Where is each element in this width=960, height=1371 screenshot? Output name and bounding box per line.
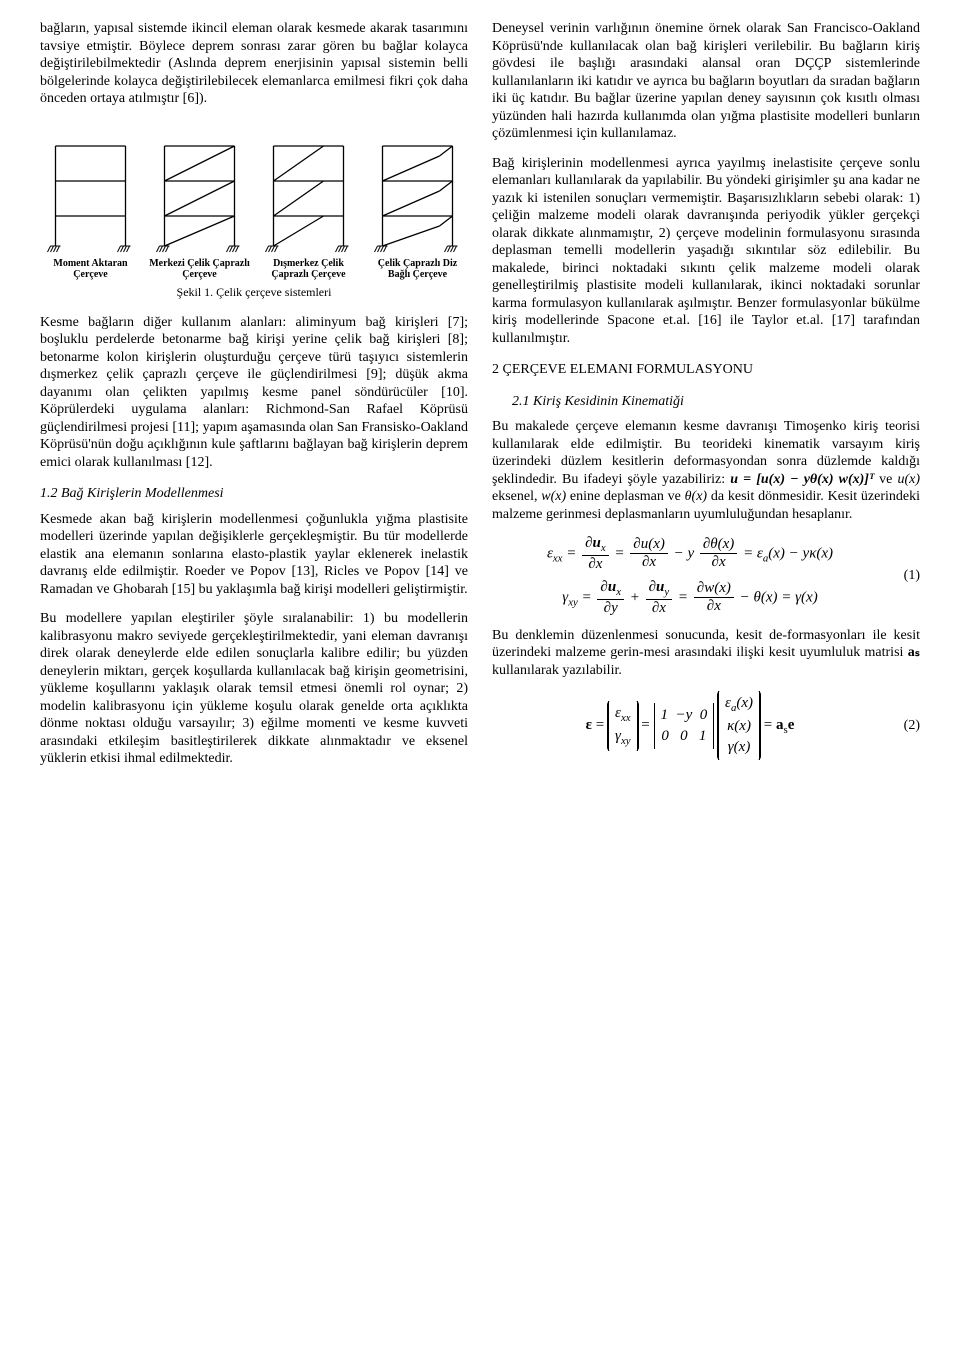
equation-content: ε = εxx γxy = 1 −y 0 0 0 1 εa(x) κ(x) γ(… [492, 691, 888, 760]
left-column: bağların, yapısal sistemde ikincil elema… [40, 20, 468, 780]
frame-label: Çelik Çaprazlı Diz Bağlı Çerçeve [367, 258, 468, 281]
matrix: 1 −y 0 0 0 1 [654, 703, 715, 749]
inline-math: w(x) [541, 489, 566, 504]
equation-content: εxx = ∂ux∂x = ∂u(x)∂x − y ∂θ(x)∂x = εa(x… [492, 535, 888, 617]
equation-number: (2) [888, 717, 920, 735]
frame-svg-3 [258, 126, 359, 256]
subsection-heading: 1.2 Bağ Kirişlerin Modellenmesi [40, 485, 468, 503]
frame-concentric: Merkezi Çelik Çaprazlı Çerçeve [149, 126, 250, 281]
text: kullanılarak yazılabilir. [492, 663, 622, 678]
equation-number: (1) [888, 567, 920, 585]
equation-1: εxx = ∂ux∂x = ∂u(x)∂x − y ∂θ(x)∂x = εa(x… [492, 535, 920, 617]
inline-math: θ(x) [685, 489, 707, 504]
frame-label: Dışmerkez Çelik Çaprazlı Çerçeve [258, 258, 359, 281]
figure-caption: Şekil 1. Çelik çerçeve sistemleri [40, 285, 468, 300]
frame-svg-2 [149, 126, 250, 256]
inline-math: u = [u(x) − yθ(x) w(x)]ᵀ [730, 472, 874, 487]
text: Bu denklemin düzenlenmesi sonucunda, kes… [492, 628, 920, 661]
frame-moment: Moment Aktaran Çerçeve [40, 126, 141, 281]
figure-1: Moment Aktaran Çerçeve Merkezi Çelik Çap… [40, 126, 468, 281]
paragraph: Kesmede akan bağ kirişlerin modellenmesi… [40, 511, 468, 599]
section-heading: 2 ÇERÇEVE ELEMANI FORMULASYONU [492, 361, 920, 379]
inline-math: aₛ [908, 645, 920, 660]
inline-math: u(x) [897, 472, 920, 487]
frame-label: Moment Aktaran Çerçeve [40, 258, 141, 281]
frame-eccentric: Dışmerkez Çelik Çaprazlı Çerçeve [258, 126, 359, 281]
matrix: εxx γxy [608, 701, 638, 751]
equation-2: ε = εxx γxy = 1 −y 0 0 0 1 εa(x) κ(x) γ(… [492, 691, 920, 760]
paragraph: Deneysel verinin varlığının önemine örne… [492, 20, 920, 143]
paragraph: Bu denklemin düzenlenmesi sonucunda, kes… [492, 627, 920, 680]
text: eksenel, [492, 489, 541, 504]
right-column: Deneysel verinin varlığının önemine örne… [492, 20, 920, 780]
frame-svg-4 [367, 126, 468, 256]
text: ve [874, 472, 897, 487]
frame-knee: Çelik Çaprazlı Diz Bağlı Çerçeve [367, 126, 468, 281]
matrix: εa(x) κ(x) γ(x) [718, 691, 760, 760]
frame-label: Merkezi Çelik Çaprazlı Çerçeve [149, 258, 250, 281]
paragraph: Kesme bağların diğer kullanım alanları: … [40, 314, 468, 472]
paragraph: Bu modellere yapılan eleştiriler şöyle s… [40, 610, 468, 768]
paragraph: Bağ kirişlerinin modellenmesi ayrıca yay… [492, 155, 920, 348]
text: enine deplasman ve [566, 489, 685, 504]
frame-svg-1 [40, 126, 141, 256]
paragraph: Bu makalede çerçeve elemanın kesme davra… [492, 418, 920, 523]
subsection-heading: 2.1 Kiriş Kesidinin Kinematiği [512, 393, 920, 411]
paragraph: bağların, yapısal sistemde ikincil elema… [40, 20, 468, 108]
